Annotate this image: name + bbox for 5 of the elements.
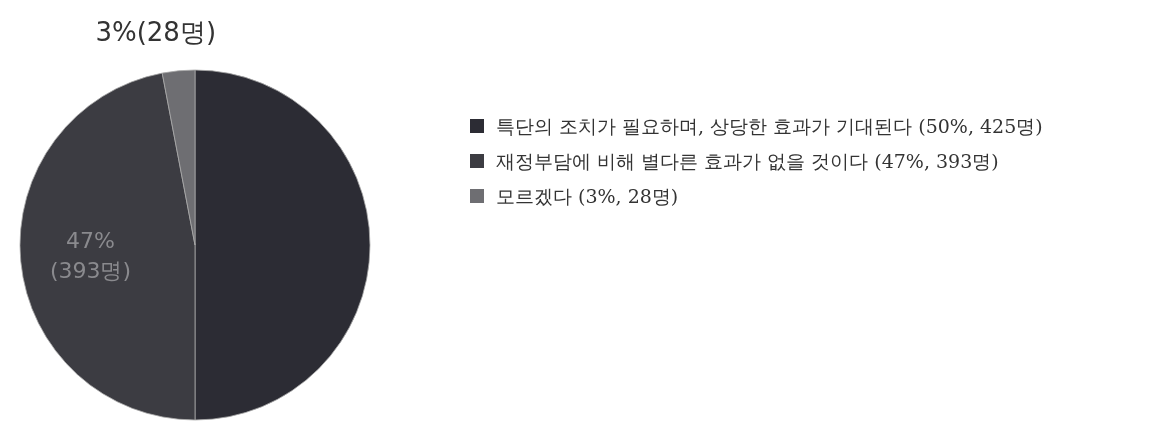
legend-label: 재정부담에 비해 별다른 효과가 없을 것이다 (47%, 393명) [496, 149, 999, 174]
legend-label: 모르겠다 (3%, 28명) [496, 184, 679, 209]
data-label: 47% (393명) [49, 227, 132, 283]
data-label: 3%(28명) [95, 16, 217, 47]
legend-label: 특단의 조치가 필요하며, 상당한 효과가 기대된다 (50%, 425명) [496, 114, 1043, 139]
